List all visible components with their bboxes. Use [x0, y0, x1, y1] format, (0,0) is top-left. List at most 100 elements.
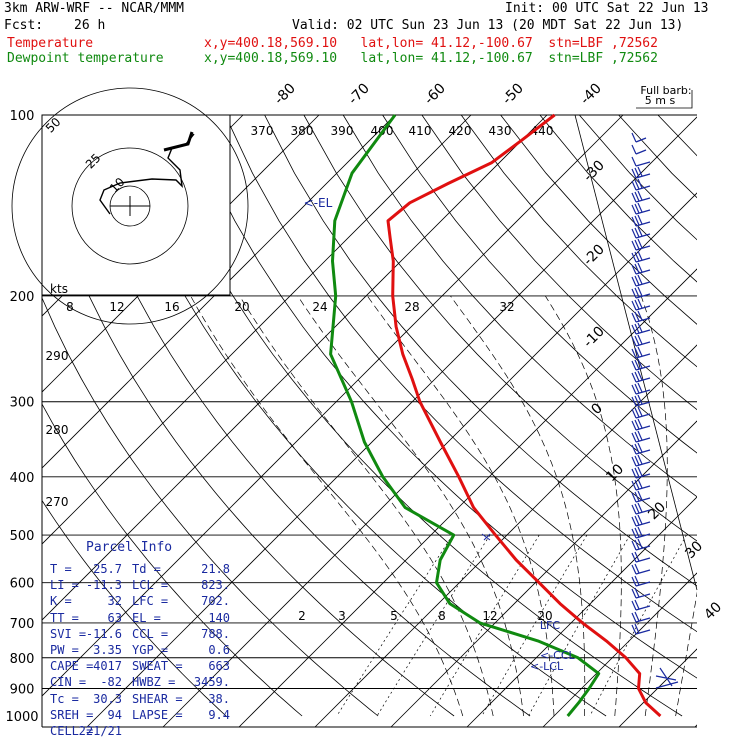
wind-barb: [631, 358, 651, 371]
wind-legend-barb: [636, 90, 693, 109]
dry-adiabat-line: [737, 115, 740, 716]
wind-barb: [631, 394, 651, 407]
parcel-param-label: K =: [50, 594, 72, 609]
wind-barb-flag: [634, 347, 640, 358]
mixing-ratio-line: [376, 534, 491, 717]
parcel-param-label: LI =: [50, 578, 79, 593]
wind-barb: [631, 587, 651, 599]
parcel-param-value: 30.3: [93, 691, 122, 706]
wind-barb-staff: [635, 425, 651, 431]
isobar-lines: [41, 114, 698, 728]
wind-barb-flag: [634, 443, 640, 454]
hodograph-ring: [11, 87, 249, 325]
isotherm-label: 0: [588, 400, 606, 418]
wind-barb-flag: [631, 264, 637, 275]
pressure-tick-label: 900: [10, 682, 35, 697]
wind-barb-flag: [631, 372, 637, 383]
wind-barb-flag: [631, 252, 637, 263]
wind-barb: [631, 514, 651, 527]
dry-adiabat-line: [42, 403, 303, 717]
parcel-info-row: CELL = 221/21: [50, 724, 230, 739]
wind-barb-flag: [637, 166, 643, 177]
wind-barb-flag: [637, 322, 643, 333]
wind-barb-staff: [635, 545, 651, 551]
wind-barb-staff: [635, 617, 651, 623]
parcel-param-label: PW =: [50, 643, 79, 657]
wind-barb-staff: [635, 173, 651, 179]
dry-adiabat-line: [539, 115, 697, 283]
wind-barb-staff: [635, 293, 651, 299]
pressure-tick-label: 200: [10, 290, 35, 305]
wind-barb-flag: [634, 395, 640, 406]
dry-adiabat-line: [42, 499, 227, 717]
wind-barb-flag: [634, 275, 640, 286]
wind-barb-flag: [631, 588, 637, 599]
parcel-info-row: TT = 63 EL = 140: [50, 611, 230, 626]
wind-barb-flag: [631, 228, 637, 239]
parcel-param-value: 25.7: [93, 562, 122, 576]
wind-barb: [631, 418, 651, 431]
el-annotation: <-EL: [304, 196, 333, 210]
wind-barb-flag: [637, 454, 643, 465]
pressure-tick-label: 500: [10, 529, 35, 544]
wind-barb: [631, 250, 651, 263]
mixing-ratio-label: 16: [164, 300, 179, 314]
wind-barb-flag: [634, 575, 640, 586]
mixing-ratio-label: 8: [438, 609, 446, 623]
wind-barb-flag: [634, 251, 640, 262]
dry-adiabat-line: [67, 115, 531, 717]
parcel-param-label: LCL =: [132, 578, 169, 593]
parcel-info-row: CAPE = 4017 SWEAT = 663: [50, 659, 230, 674]
wind-barb-staff: [635, 581, 651, 587]
isotherm-line: [542, 572, 697, 727]
wind-barb-staff: [635, 317, 651, 323]
wind-barb-staff: [635, 533, 651, 539]
wind-barb-flag: [631, 444, 637, 455]
wind-barb-flag: [634, 503, 640, 514]
theta-e-label: 370: [251, 124, 274, 138]
wind-barb: [631, 238, 651, 251]
wind-barb: [631, 190, 651, 203]
wind-barb: [631, 430, 651, 443]
parcel-param-value: 4017: [93, 659, 122, 674]
wind-barb-staff: [635, 257, 651, 263]
parcel-param-label: CAPE =: [50, 659, 94, 674]
mpl-marker: [481, 533, 491, 541]
pressure-tick-label: 600: [10, 577, 35, 592]
parcel-param-value: 0.6: [208, 643, 230, 657]
wind-barb-flag: [634, 587, 640, 598]
wind-barb: [631, 286, 651, 299]
wind-barb-flag: [631, 504, 637, 515]
wind-barb: [631, 454, 651, 467]
parcel-param-value: -11.6: [85, 626, 122, 641]
hodograph-trace-upper: [163, 131, 194, 152]
wind-barb-flag: [631, 360, 637, 371]
wind-barb-flag: [631, 396, 637, 407]
wind-barb: [631, 563, 651, 575]
wind-barbs: Full barb:5 m s: [631, 84, 693, 689]
wind-barb-flag: [637, 214, 643, 225]
mixing-ratio-label: 32: [499, 300, 514, 314]
hodograph-ring: [71, 147, 189, 265]
isotherm-label: 20: [645, 499, 669, 523]
mixing-ratio-label: 3: [338, 609, 346, 623]
wind-barb-staff: [635, 605, 651, 611]
theta-label: 290: [46, 349, 69, 363]
pressure-tick-label: 300: [10, 396, 35, 411]
wind-barb-flag: [637, 238, 643, 249]
wind-barb-flag: [634, 371, 640, 382]
wind-barb-flag: [637, 178, 643, 189]
mixing-ratio-label: 12: [482, 609, 497, 623]
parcel-param-value: 823.: [201, 578, 230, 593]
hodograph-center: [110, 196, 150, 216]
parcel-param-value: 38.: [208, 691, 230, 706]
wind-barb-flag: [637, 526, 643, 537]
init-time: Init: 00 UTC Sat 22 Jun 13: [505, 1, 709, 16]
wind-barb-staff: [635, 149, 647, 155]
dry-adiabat-line: [185, 115, 697, 679]
wind-barb-staff: [635, 389, 651, 395]
mixing-ratio-line: [336, 534, 453, 717]
dry-adiabat-line: [697, 115, 740, 716]
wind-barb: [631, 178, 651, 191]
